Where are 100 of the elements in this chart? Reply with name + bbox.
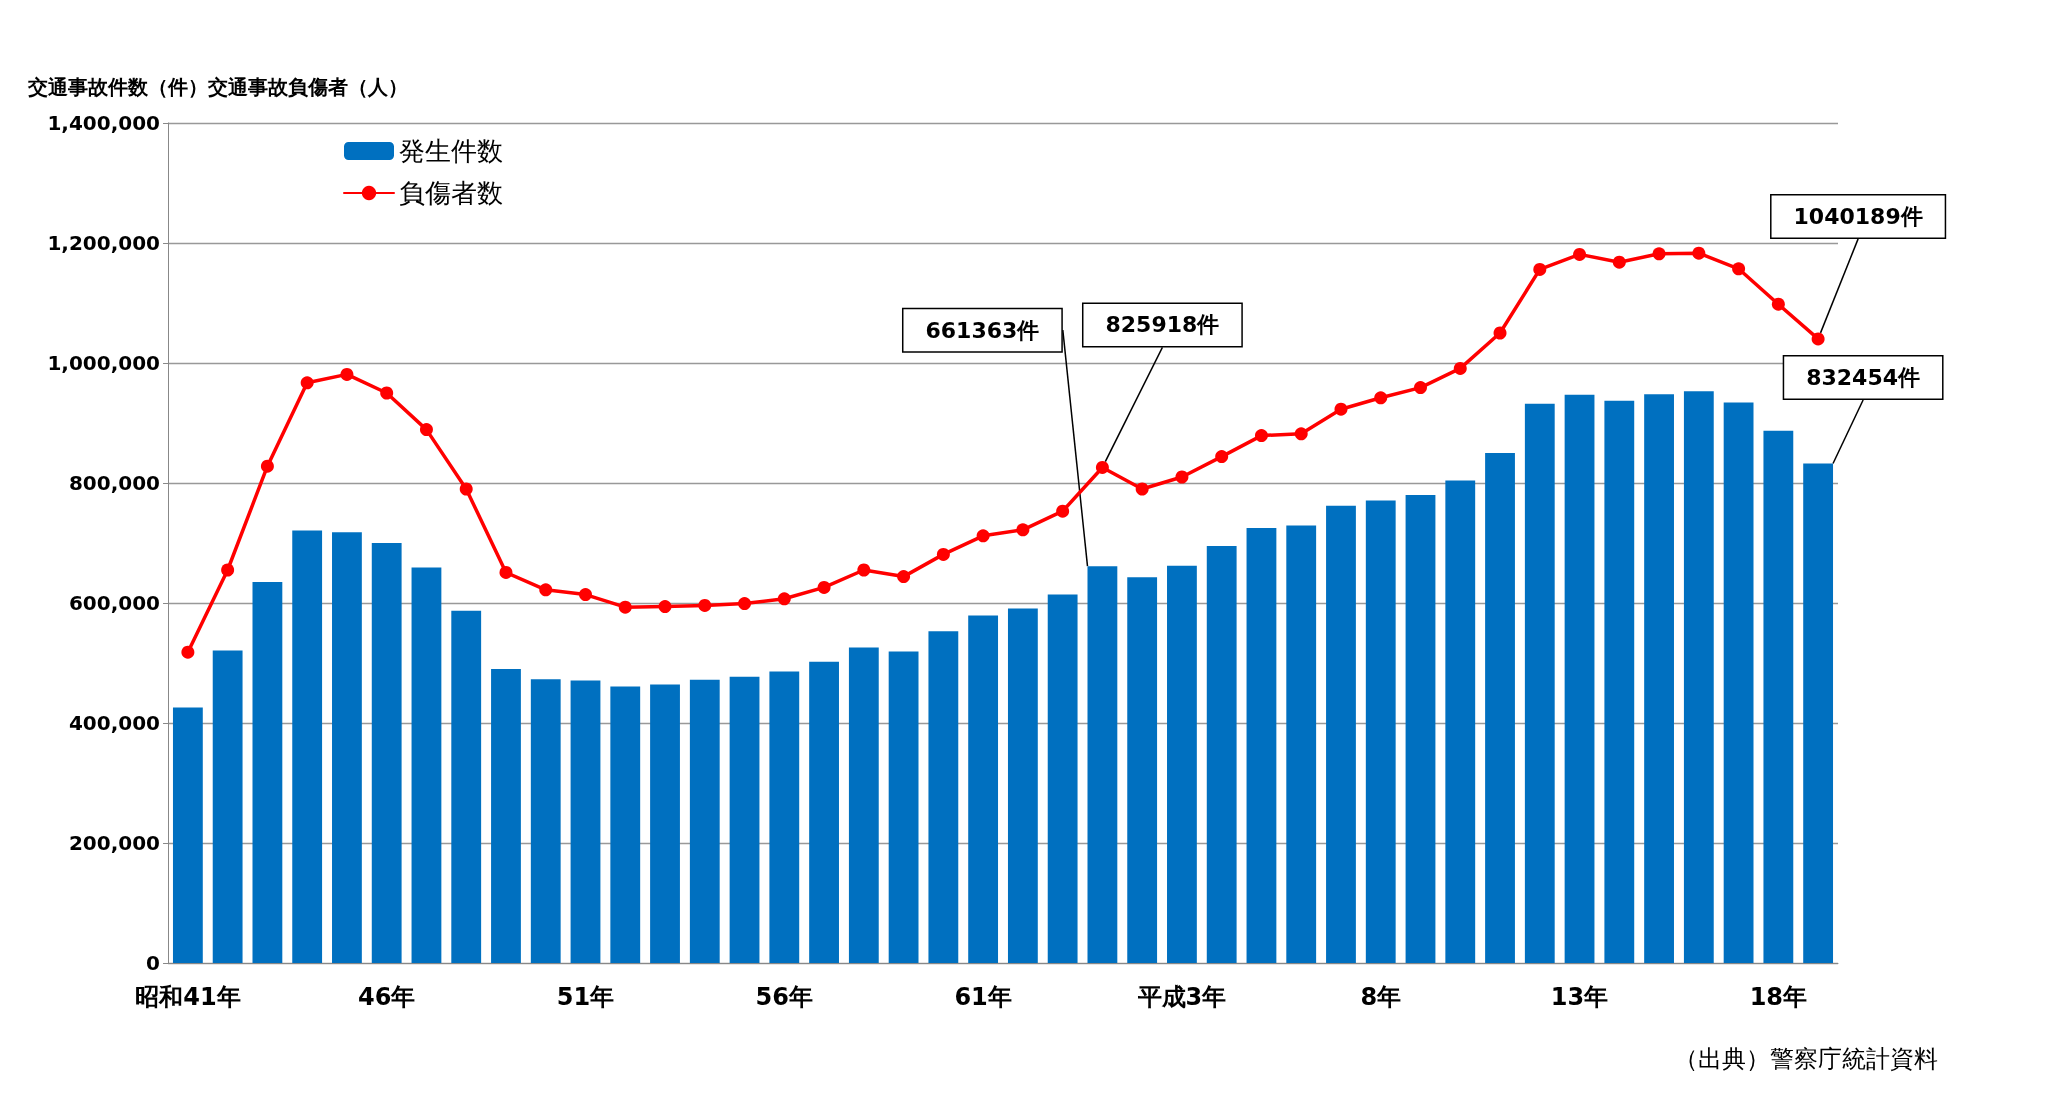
point xyxy=(1135,482,1149,496)
bar xyxy=(1007,608,1038,963)
point xyxy=(300,376,314,390)
x-tick-label: 51年 xyxy=(556,983,615,1011)
point xyxy=(1573,247,1587,261)
y-tick-label: 800,000 xyxy=(68,471,160,495)
bar xyxy=(928,631,959,963)
y-tick-label: 400,000 xyxy=(68,711,160,735)
x-tick-label: 8年 xyxy=(1360,983,1402,1011)
y-tick-label: 1,000,000 xyxy=(47,351,160,375)
bar xyxy=(1405,495,1436,963)
y-tick-label: 1,200,000 xyxy=(47,231,160,255)
data-label: 661363件 xyxy=(925,317,1040,343)
bar xyxy=(888,651,919,963)
bar xyxy=(570,680,601,963)
point xyxy=(658,600,672,614)
bar xyxy=(1326,505,1356,963)
bar xyxy=(332,532,362,963)
bar xyxy=(172,707,203,963)
bar xyxy=(729,676,760,963)
bar xyxy=(1644,394,1674,963)
bar xyxy=(371,543,402,963)
point xyxy=(698,598,712,612)
point xyxy=(1334,402,1348,416)
x-tick-label: 61年 xyxy=(954,983,1012,1011)
data-label: 825918件 xyxy=(1105,312,1220,338)
y-tick-label: 1,400,000 xyxy=(47,111,160,135)
point xyxy=(1453,361,1467,375)
bar xyxy=(451,610,482,963)
point xyxy=(1493,326,1507,340)
point xyxy=(459,482,473,496)
bar xyxy=(1723,402,1754,963)
bar xyxy=(1604,400,1635,963)
legend-label: 負傷者数 xyxy=(399,178,503,208)
point xyxy=(380,386,394,400)
bar xyxy=(530,679,561,963)
point xyxy=(1056,504,1070,518)
bar xyxy=(809,661,839,963)
y-axis-title: 交通事故件数（件）交通事故負傷者（人） xyxy=(27,75,408,99)
bar xyxy=(1167,565,1197,963)
bar xyxy=(650,684,680,963)
bar xyxy=(1564,394,1595,963)
point xyxy=(181,645,195,659)
point xyxy=(579,588,592,602)
bar xyxy=(1087,566,1118,963)
bar xyxy=(1803,463,1834,963)
point xyxy=(1612,255,1626,269)
bar xyxy=(1206,546,1237,963)
point xyxy=(340,367,354,381)
point xyxy=(260,459,274,473)
bar xyxy=(968,615,999,963)
point xyxy=(499,565,513,579)
y-tick-label: 200,000 xyxy=(68,831,160,855)
point xyxy=(936,547,950,561)
legend-label: 発生件数 xyxy=(399,136,503,166)
bar xyxy=(411,567,442,963)
point xyxy=(1254,429,1268,443)
bar xyxy=(252,582,283,963)
point xyxy=(1016,523,1030,537)
x-tick-label: 46年 xyxy=(357,983,416,1011)
point xyxy=(857,563,871,577)
bar xyxy=(848,647,879,963)
bar xyxy=(1127,577,1158,963)
x-tick-label: 56年 xyxy=(755,983,814,1011)
point xyxy=(738,597,752,611)
point xyxy=(1732,262,1746,276)
point xyxy=(1374,391,1388,405)
point xyxy=(817,580,831,594)
bar xyxy=(491,669,521,963)
point xyxy=(1692,246,1706,260)
bar xyxy=(1445,480,1476,963)
point xyxy=(1414,381,1427,395)
bar xyxy=(689,679,720,963)
point xyxy=(221,563,235,577)
data-label: 1040189件 xyxy=(1793,203,1923,229)
bar xyxy=(292,530,323,963)
text: （出典）警察庁統計資料 xyxy=(1674,1045,1938,1073)
x-tick-label: 13年 xyxy=(1550,983,1609,1011)
y-tick-label: 0 xyxy=(146,951,160,975)
point xyxy=(1095,460,1109,474)
bar xyxy=(610,686,641,963)
bar xyxy=(769,671,800,963)
bar xyxy=(1365,500,1396,963)
point xyxy=(777,592,791,606)
bar xyxy=(1683,391,1714,963)
x-tick-label: 平成3年 xyxy=(1136,983,1227,1011)
data-label: 832454件 xyxy=(1806,365,1921,391)
point xyxy=(976,529,990,543)
bar xyxy=(1485,453,1515,963)
point xyxy=(539,583,553,597)
point xyxy=(1652,247,1666,261)
point xyxy=(1771,297,1785,311)
y-tick-label: 600,000 xyxy=(68,591,160,615)
point xyxy=(1175,470,1189,484)
bar xyxy=(1246,528,1277,963)
point xyxy=(897,570,911,584)
point xyxy=(1811,332,1825,346)
point xyxy=(1533,262,1547,276)
bar xyxy=(1524,403,1555,963)
point xyxy=(419,423,433,437)
